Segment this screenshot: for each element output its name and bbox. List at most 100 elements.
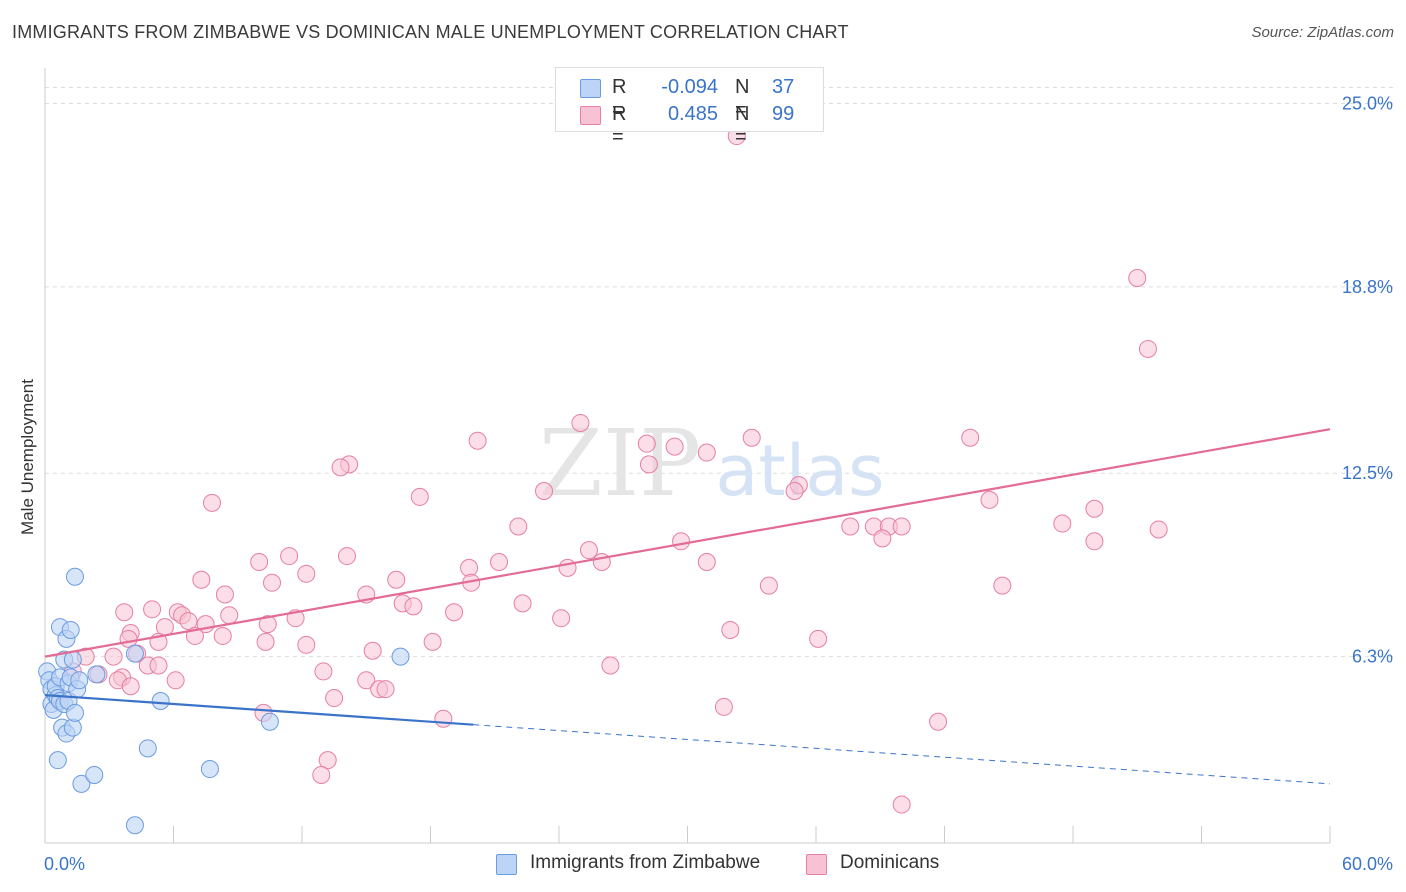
zimbabwe-point xyxy=(260,712,279,731)
legend-n-label: N = xyxy=(735,103,750,148)
legend-n-value: 99 xyxy=(772,103,795,125)
dominicans-point xyxy=(263,573,282,592)
dominicans-point xyxy=(665,437,684,456)
dominicans-point xyxy=(509,517,528,536)
dominicans-point xyxy=(759,576,778,595)
zimbabwe-point xyxy=(151,692,170,711)
bottom-legend-label-blue: Immigrants from Zimbabwe xyxy=(530,852,761,873)
bottom-legend-label-pink: Dominicans xyxy=(840,852,940,873)
bottom-legend-swatch-pink xyxy=(806,854,827,875)
y-tick-label: 12.5% xyxy=(1342,463,1393,483)
x-tick-label-min: 0.0% xyxy=(44,854,85,874)
dominicans-point xyxy=(742,428,761,447)
zimbabwe-point xyxy=(65,703,84,722)
legend-r-label: R = xyxy=(612,76,627,121)
x-tick-label-max: 60.0% xyxy=(1342,854,1393,874)
dominicans-point xyxy=(980,490,999,509)
dominicans-point xyxy=(434,709,453,728)
dominicans-point xyxy=(297,564,316,583)
dominicans-point xyxy=(601,656,620,675)
dominicans-point xyxy=(721,621,740,640)
axes xyxy=(44,68,1331,844)
legend-swatch-pink xyxy=(580,106,601,125)
dominicans-point xyxy=(535,481,554,500)
zimbabwe-point xyxy=(87,665,106,684)
dominicans-point xyxy=(445,603,464,622)
dominicans-point xyxy=(571,413,590,432)
dominicans-point xyxy=(215,585,234,604)
watermark-atlas: atlas xyxy=(715,430,884,512)
dominicans-point xyxy=(1053,514,1072,533)
y-tick-label: 18.8% xyxy=(1342,277,1393,297)
dominicans-point xyxy=(460,558,479,577)
dominicans-point xyxy=(929,712,948,731)
dominicans-point xyxy=(143,600,162,619)
dominicans-point xyxy=(363,641,382,660)
dominicans-point xyxy=(423,632,442,651)
zimbabwe-point xyxy=(391,647,410,666)
zimbabwe-point xyxy=(125,644,144,663)
dominicans-point xyxy=(387,570,406,589)
dominicans-point xyxy=(325,689,344,708)
dominicans-point xyxy=(331,458,350,477)
dominicans-point xyxy=(250,552,269,571)
dominicans-point xyxy=(785,481,804,500)
zimbabwe-point xyxy=(65,567,84,586)
dominicans-point xyxy=(258,615,277,634)
zimbabwe-point xyxy=(48,751,67,770)
dominicans-point xyxy=(468,431,487,450)
dominicans-point xyxy=(192,570,211,589)
dominicans-point xyxy=(892,517,911,536)
dominicans-trend-line xyxy=(44,428,1331,658)
zimbabwe-point xyxy=(85,765,104,784)
dominicans-points xyxy=(63,97,1168,814)
y-tick-label: 25.0% xyxy=(1342,93,1393,113)
dominicans-point xyxy=(672,532,691,551)
dominicans-point xyxy=(213,626,232,645)
dominicans-point xyxy=(841,517,860,536)
zimbabwe-point xyxy=(138,739,157,758)
correlation-legend: R = -0.094 N = 37 R = 0.485 N = 99 xyxy=(555,67,824,148)
bottom-legend-swatch-blue xyxy=(496,854,517,875)
legend-r-label: R = xyxy=(612,103,627,148)
dominicans-point xyxy=(297,635,316,654)
dominicans-point xyxy=(280,547,299,566)
zimbabwe-point xyxy=(72,774,91,793)
dominicans-point xyxy=(166,671,185,690)
dominicans-point xyxy=(809,629,828,648)
legend-n-value: 37 xyxy=(772,76,795,98)
dominicans-point xyxy=(314,662,333,681)
dominicans-point xyxy=(552,609,571,628)
dominicans-point xyxy=(1149,520,1168,539)
watermark-zip: ZIP xyxy=(539,410,701,517)
dominicans-point xyxy=(104,647,123,666)
dominicans-point xyxy=(558,558,577,577)
dominicans-point xyxy=(639,455,658,474)
dominicans-point xyxy=(256,632,275,651)
dominicans-point xyxy=(376,680,395,699)
dominicans-point xyxy=(337,547,356,566)
dominicans-point xyxy=(513,594,532,613)
dominicans-point xyxy=(404,597,423,616)
legend-r-value: 0.485 xyxy=(667,103,718,125)
y-tick-labels: 6.3% 12.5% 18.8% 25.0% xyxy=(1342,93,1393,666)
zimbabwe-point xyxy=(70,671,89,690)
dominicans-point xyxy=(220,606,239,625)
zimbabwe-point xyxy=(200,760,219,779)
dominicans-point xyxy=(1085,532,1104,551)
zimbabwe-point xyxy=(63,718,82,737)
legend-r-value: -0.094 xyxy=(661,76,718,98)
trend-lines xyxy=(44,428,1331,785)
legend-n-label: N = xyxy=(735,76,750,121)
zimbabwe-point xyxy=(61,621,80,640)
y-axis-label: Male Unemployment xyxy=(18,379,37,535)
dominicans-point xyxy=(697,552,716,571)
zimbabwe-trend-extension xyxy=(473,724,1331,785)
dominicans-point xyxy=(714,697,733,716)
zimbabwe-trend-line xyxy=(44,694,474,726)
dominicans-point xyxy=(697,443,716,462)
dominicans-point xyxy=(892,795,911,814)
chart-title: IMMIGRANTS FROM ZIMBABWE VS DOMINICAN MA… xyxy=(12,22,849,42)
dominicans-point xyxy=(490,552,509,571)
